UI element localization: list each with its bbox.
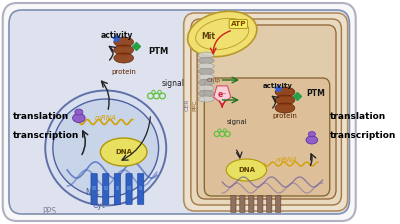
FancyBboxPatch shape (91, 174, 97, 205)
FancyBboxPatch shape (114, 174, 120, 205)
Ellipse shape (45, 90, 166, 205)
Ellipse shape (308, 131, 316, 136)
Ellipse shape (226, 159, 266, 181)
FancyBboxPatch shape (276, 196, 281, 212)
Ellipse shape (198, 80, 214, 86)
Ellipse shape (198, 58, 214, 63)
FancyBboxPatch shape (126, 174, 132, 205)
Ellipse shape (275, 87, 295, 97)
Ellipse shape (275, 95, 295, 105)
FancyBboxPatch shape (184, 13, 348, 211)
Text: protein: protein (111, 69, 136, 75)
Bar (92, 186, 96, 190)
Text: PTM: PTM (148, 47, 168, 56)
Text: Cyt: Cyt (92, 201, 105, 210)
Text: CER: CER (185, 99, 190, 111)
Ellipse shape (198, 52, 214, 58)
Text: PPS: PPS (42, 207, 56, 216)
FancyBboxPatch shape (258, 196, 263, 212)
Text: translation: translation (330, 112, 386, 121)
Ellipse shape (114, 37, 134, 47)
FancyBboxPatch shape (267, 196, 272, 212)
Text: mRNA: mRNA (95, 115, 117, 121)
Text: e⁻: e⁻ (218, 90, 227, 99)
Text: PPC: PPC (192, 99, 197, 111)
Ellipse shape (100, 138, 147, 166)
Ellipse shape (198, 74, 214, 80)
Text: protein: protein (272, 113, 297, 119)
Text: transcription: transcription (12, 131, 79, 140)
Text: ATP: ATP (231, 21, 246, 27)
FancyBboxPatch shape (191, 19, 341, 205)
FancyBboxPatch shape (9, 10, 350, 214)
Ellipse shape (306, 136, 318, 144)
Ellipse shape (72, 114, 85, 123)
Text: DNA: DNA (115, 149, 132, 155)
FancyBboxPatch shape (231, 196, 236, 212)
Text: Chlp: Chlp (206, 78, 220, 83)
Bar (127, 186, 131, 190)
Text: signal: signal (227, 119, 248, 125)
Text: PTM: PTM (306, 89, 325, 98)
Text: DNA: DNA (238, 167, 255, 173)
FancyBboxPatch shape (197, 25, 336, 199)
FancyBboxPatch shape (102, 174, 109, 205)
Text: transcription: transcription (330, 131, 396, 140)
Text: mRNA: mRNA (276, 157, 298, 163)
Bar (104, 186, 108, 190)
Text: Nuc: Nuc (85, 188, 100, 197)
FancyBboxPatch shape (240, 196, 245, 212)
Ellipse shape (188, 11, 257, 57)
Ellipse shape (114, 45, 134, 55)
FancyBboxPatch shape (204, 78, 330, 196)
Bar (116, 186, 119, 190)
FancyBboxPatch shape (249, 196, 254, 212)
Ellipse shape (53, 99, 159, 197)
Text: Mit: Mit (201, 32, 215, 41)
FancyBboxPatch shape (3, 3, 356, 221)
Ellipse shape (198, 90, 214, 97)
Ellipse shape (275, 103, 295, 113)
Ellipse shape (198, 96, 214, 102)
Ellipse shape (75, 109, 83, 115)
Text: translation: translation (12, 112, 69, 121)
Text: activity: activity (100, 31, 133, 40)
Ellipse shape (198, 63, 214, 69)
Text: signal: signal (162, 79, 184, 88)
Text: activity: activity (263, 83, 293, 89)
Bar (139, 186, 142, 190)
Ellipse shape (198, 69, 214, 75)
Ellipse shape (114, 53, 134, 63)
FancyBboxPatch shape (138, 174, 144, 205)
Ellipse shape (198, 85, 214, 91)
